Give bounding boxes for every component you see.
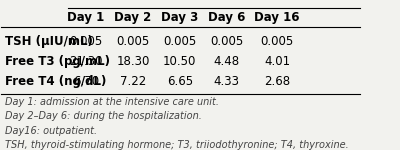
Text: 2.68: 2.68 xyxy=(264,75,290,88)
Text: 0.005: 0.005 xyxy=(210,35,243,48)
Text: TSH (μIU/mL): TSH (μIU/mL) xyxy=(5,35,93,48)
Text: 4.33: 4.33 xyxy=(214,75,240,88)
Text: Day 6: Day 6 xyxy=(208,11,245,24)
Text: Day 2: Day 2 xyxy=(114,11,152,24)
Text: 0.005: 0.005 xyxy=(260,35,294,48)
Text: 21.30: 21.30 xyxy=(69,55,103,68)
Text: 6.70: 6.70 xyxy=(73,75,99,88)
Text: Day16: outpatient.: Day16: outpatient. xyxy=(5,126,97,136)
Text: 0.005: 0.005 xyxy=(116,35,150,48)
Text: TSH, thyroid-stimulating hormone; T3, triiodothyronine; T4, thyroxine.: TSH, thyroid-stimulating hormone; T3, tr… xyxy=(5,140,349,150)
Text: Day 3: Day 3 xyxy=(161,11,198,24)
Text: Day 1: admission at the intensive care unit.: Day 1: admission at the intensive care u… xyxy=(5,97,219,107)
Text: Free T3 (pg/mL): Free T3 (pg/mL) xyxy=(5,55,110,68)
Text: 0.005: 0.005 xyxy=(70,35,103,48)
Text: Free T4 (ng/dL): Free T4 (ng/dL) xyxy=(5,75,106,88)
Text: 6.65: 6.65 xyxy=(167,75,193,88)
Text: Day 16: Day 16 xyxy=(254,11,300,24)
Text: Day 1: Day 1 xyxy=(68,11,105,24)
Text: 4.01: 4.01 xyxy=(264,55,290,68)
Text: 10.50: 10.50 xyxy=(163,55,196,68)
Text: 18.30: 18.30 xyxy=(116,55,150,68)
Text: 0.005: 0.005 xyxy=(163,35,196,48)
Text: 7.22: 7.22 xyxy=(120,75,146,88)
Text: 4.48: 4.48 xyxy=(214,55,240,68)
Text: Day 2–Day 6: during the hospitalization.: Day 2–Day 6: during the hospitalization. xyxy=(5,111,202,121)
